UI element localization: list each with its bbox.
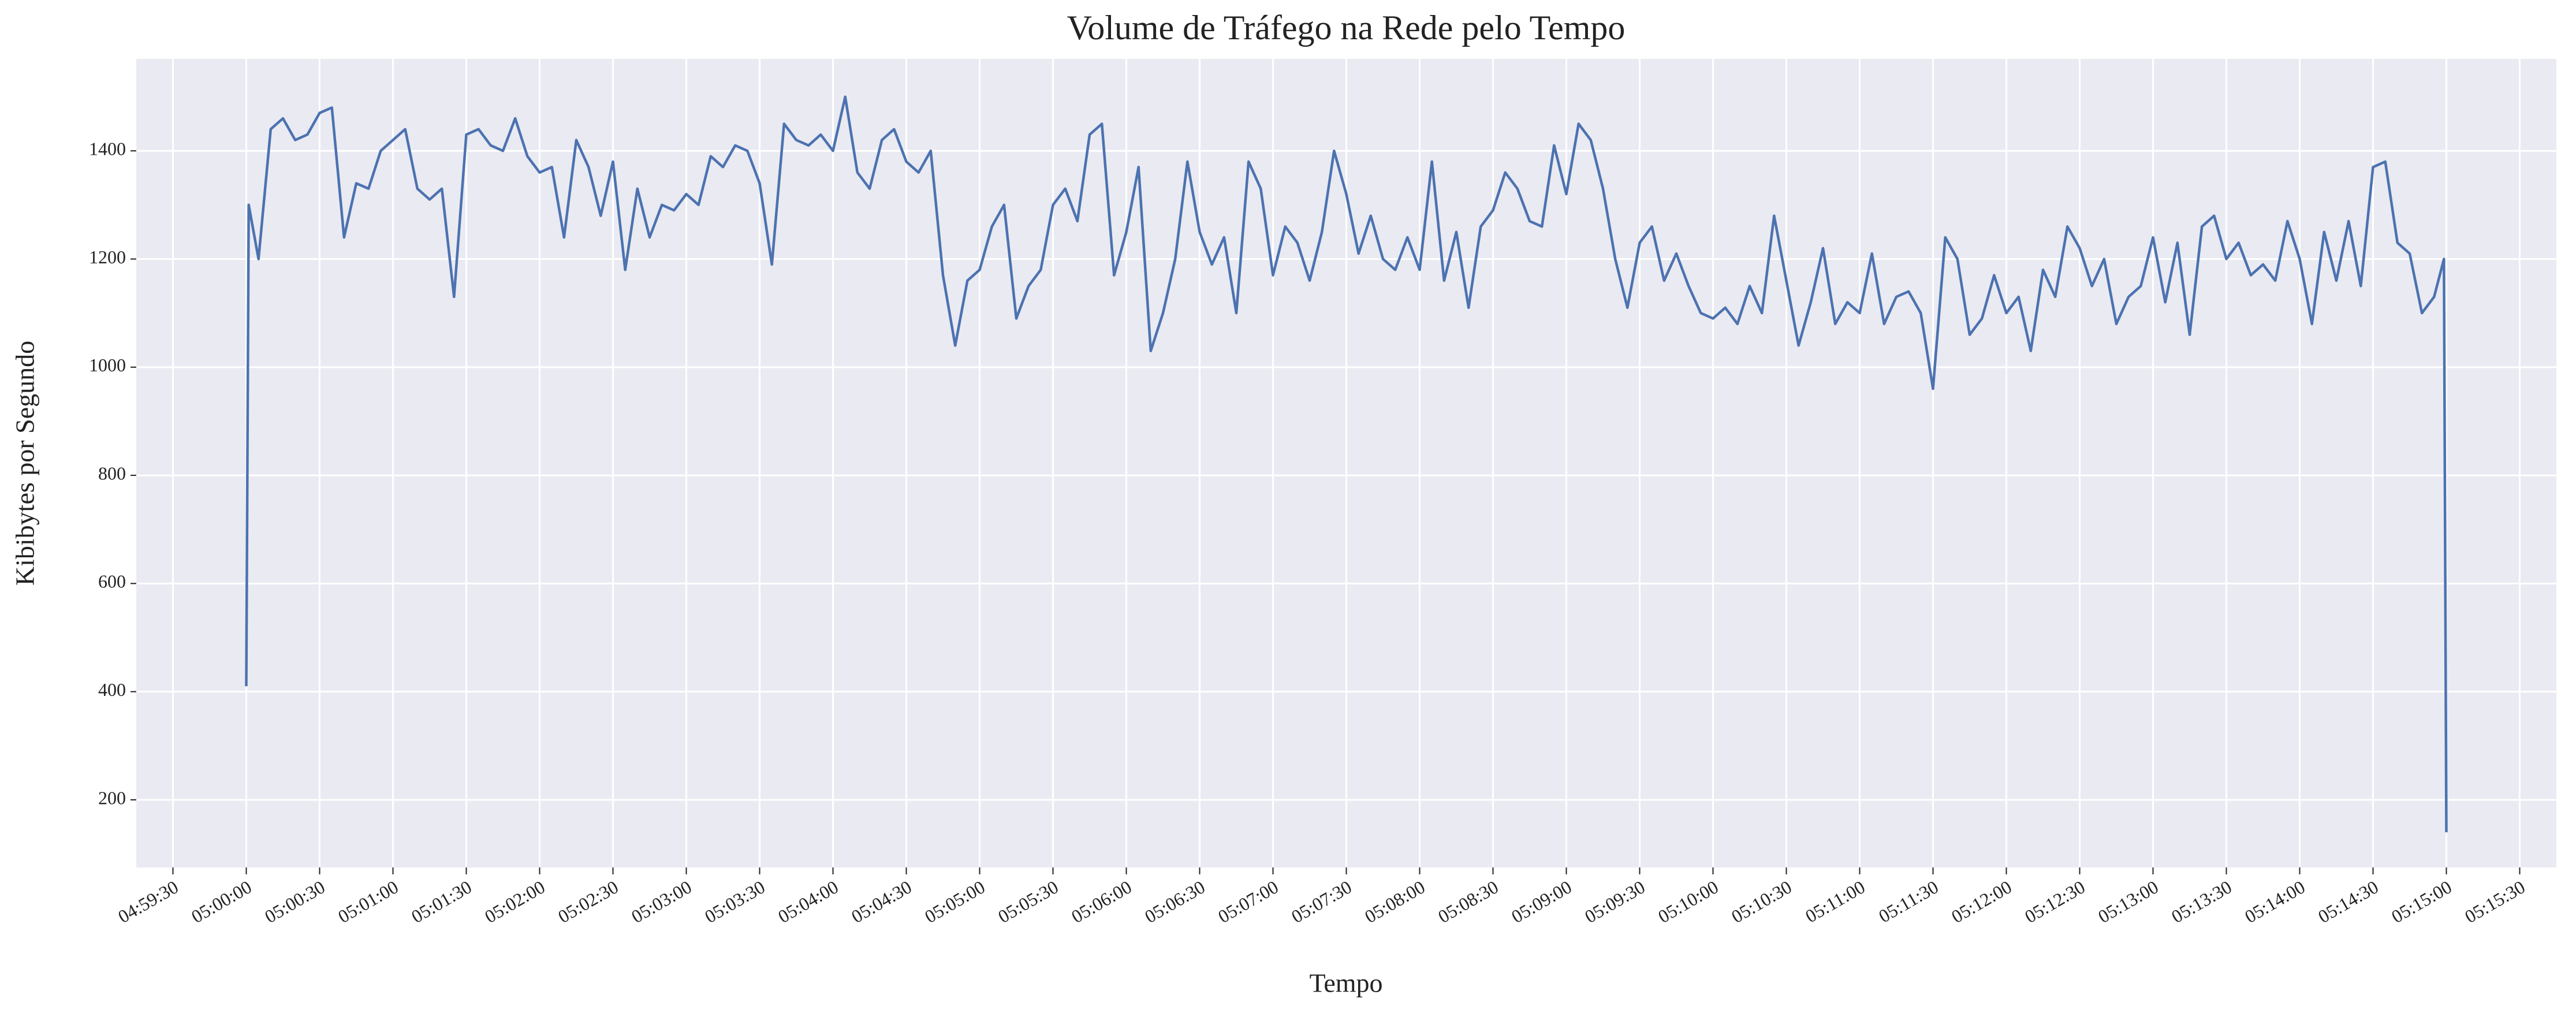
x-tick-label: 05:00:30: [261, 876, 329, 927]
x-tick-label: 05:15:30: [2461, 876, 2529, 927]
x-tick-label: 05:01:30: [408, 876, 475, 927]
x-tick-label: 05:11:00: [1802, 876, 1869, 926]
x-axis-label: Tempo: [1309, 968, 1382, 998]
x-tick-label: 05:01:00: [334, 876, 402, 927]
y-axis-label: Kibibytes por Segundo: [10, 341, 40, 586]
y-tick-label: 200: [98, 787, 126, 808]
x-tick-label: 05:02:30: [554, 876, 622, 927]
x-tick-label: 05:03:30: [701, 876, 769, 927]
y-tick-label: 1400: [89, 139, 126, 159]
x-tick-label: 05:07:00: [1214, 876, 1282, 927]
x-tick-label: 05:03:00: [628, 876, 695, 927]
data-line: [245, 95, 2448, 833]
y-tick-label: 600: [98, 571, 126, 592]
x-tick-label: 05:12:30: [2021, 876, 2089, 927]
chart-title: Volume de Tráfego na Rede pelo Tempo: [1067, 9, 1626, 47]
x-tick-label: 05:10:30: [1728, 876, 1795, 927]
y-tick-label: 1000: [89, 355, 126, 375]
x-tick-label: 05:05:30: [994, 876, 1062, 927]
x-tick-label: 05:06:00: [1068, 876, 1135, 927]
x-tick-label: 05:07:30: [1288, 876, 1355, 927]
x-tick-label: 05:04:30: [848, 876, 915, 927]
x-tick-label: 05:13:00: [2094, 876, 2162, 927]
y-tick-label: 800: [98, 463, 126, 483]
x-tick-label: 05:14:30: [2314, 876, 2382, 927]
x-tick-label: 05:08:30: [1434, 876, 1502, 927]
x-tick-label: 05:09:00: [1508, 876, 1575, 927]
x-tick-label: 04:59:30: [114, 876, 182, 927]
x-tick-label: 05:09:30: [1581, 876, 1649, 927]
x-tick-label: 05:10:00: [1654, 876, 1722, 927]
x-tick-label: 05:15:00: [2388, 876, 2455, 927]
x-tick-label: 05:11:30: [1875, 876, 1942, 926]
x-tick-label: 05:05:00: [921, 876, 989, 927]
x-tick-label: 05:13:30: [2168, 876, 2235, 927]
x-tick-label: 05:00:00: [188, 876, 255, 927]
y-tick-label: 1200: [89, 247, 126, 267]
x-tick-label: 05:12:00: [1948, 876, 2015, 927]
x-tick-label: 05:02:00: [481, 876, 549, 927]
y-tick-label: 400: [98, 679, 126, 700]
x-tick-label: 05:08:00: [1361, 876, 1429, 927]
x-tick-label: 05:06:30: [1141, 876, 1209, 927]
x-tick-label: 05:14:00: [2241, 876, 2309, 927]
x-tick-label: 05:04:00: [774, 876, 842, 927]
